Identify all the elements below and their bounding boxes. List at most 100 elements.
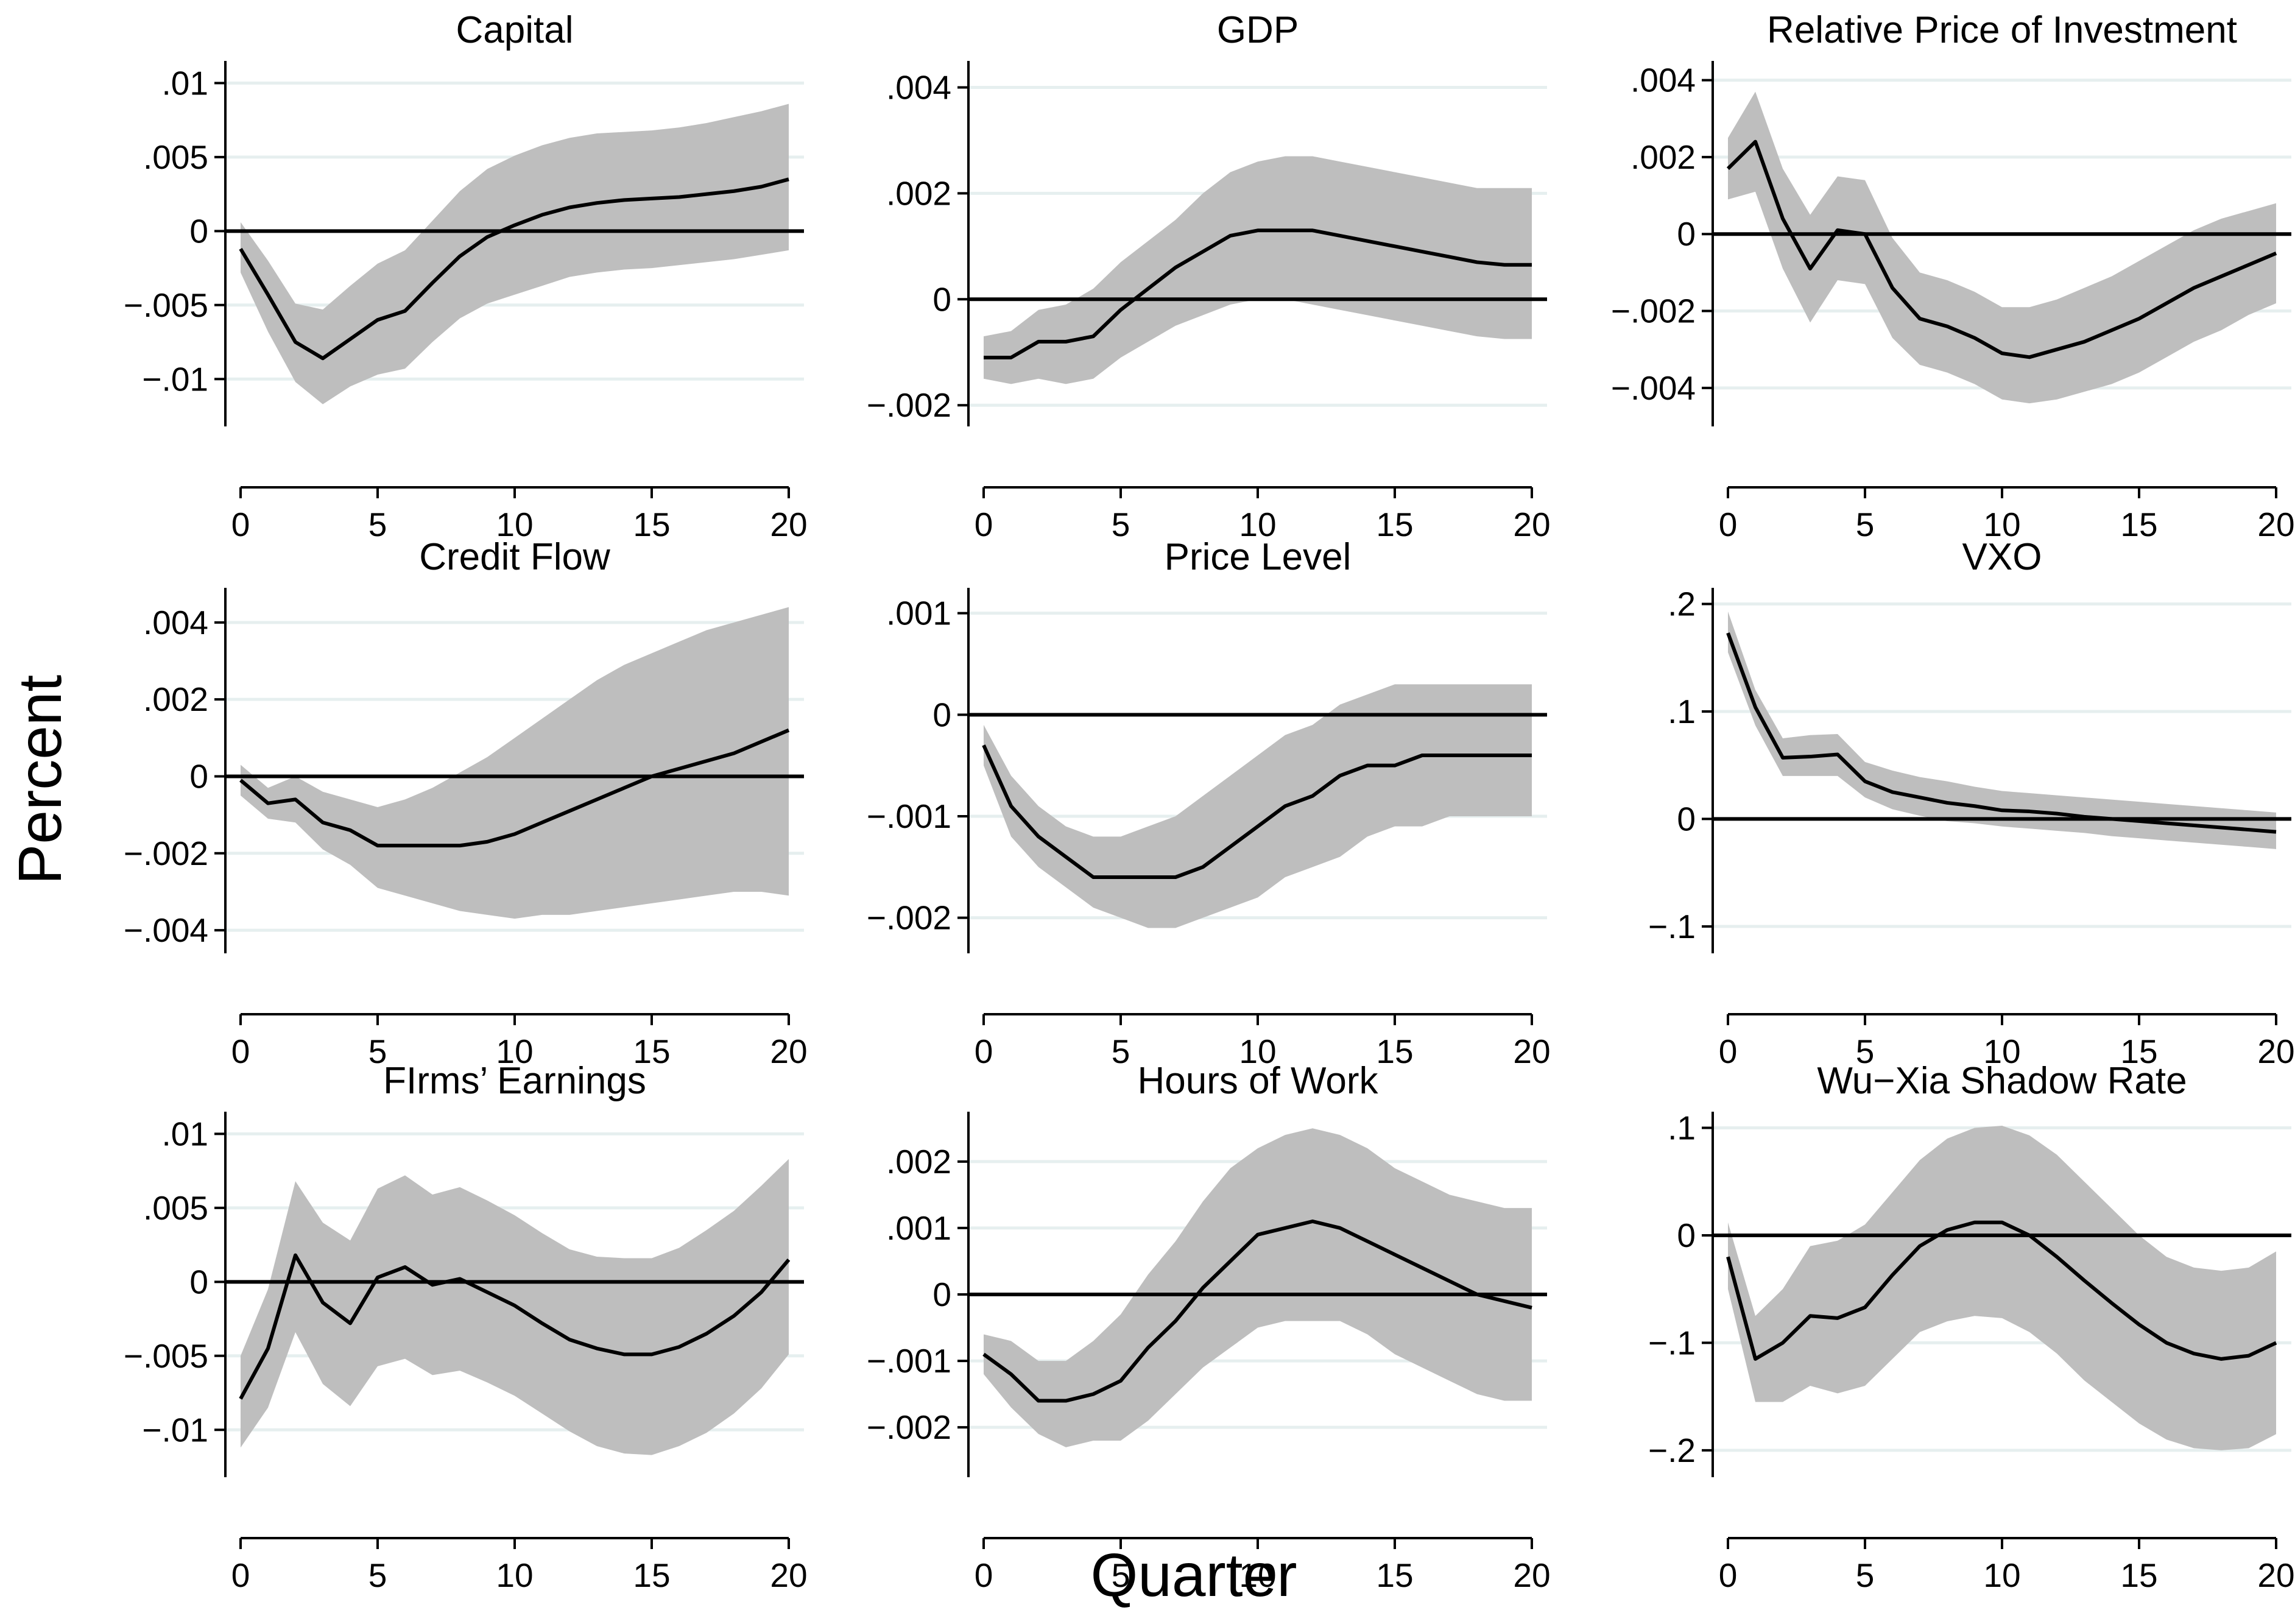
y-tick-label: .002 [886, 174, 951, 212]
panel-relative-price-of-investment: Relative Price of Investment .004 .002 0 −.0… [1611, 9, 2295, 543]
confidence-band [984, 684, 1532, 928]
panel-price-level: Price Level .001 0 −.001 −.002 0 5 10 15 20 [867, 536, 1551, 1070]
panel-credit-flow: Credit Flow .004 .002 0 −.002 −.004 0 5 10 15 20 [124, 536, 808, 1070]
panel-title: FIrms’ Earnings [383, 1060, 646, 1102]
x-tick-label: 10 [1983, 1033, 2020, 1070]
x-tick-label: 10 [1983, 506, 2020, 543]
x-tick-label: 15 [1376, 506, 1413, 543]
x-tick-label: 0 [1719, 1033, 1738, 1070]
x-tick-label: 5 [1112, 506, 1130, 543]
y-tick-label: .001 [886, 1209, 951, 1247]
x-tick-label: 0 [1719, 506, 1738, 543]
y-tick-label: .005 [143, 138, 208, 176]
response-line [982, 1220, 1532, 1403]
y-tick-label: −.002 [867, 899, 951, 937]
panel-gdp: GDP .004 .002 0 −.002 0 5 10 15 20 [867, 9, 1551, 543]
panel-wu-xia-shadow-rate: Wu−Xia Shadow Rate .1 0 −.1 −.2 0 5 10 15 20 [1648, 1060, 2295, 1594]
y-tick-label: .002 [143, 680, 208, 718]
panel-capital: Capital .01 .005 0 −.005 −.01 0 5 10 15 20 [124, 9, 808, 543]
y-tick-label: −.1 [1648, 1324, 1696, 1361]
x-tick-label: 15 [633, 1033, 670, 1070]
x-tick-label: 5 [1856, 1033, 1875, 1070]
panel-title: GDP [1217, 9, 1299, 51]
panel-title: Hours of Work [1137, 1060, 1378, 1102]
x-tick-label: 0 [975, 506, 993, 543]
y-tick-label: .2 [1668, 585, 1696, 623]
y-tick-label: .004 [1630, 62, 1696, 99]
y-tick-label: .01 [162, 64, 208, 102]
response-line [1726, 1220, 2277, 1361]
y-tick-label: 0 [932, 280, 951, 318]
y-axis-label: Percent [6, 674, 74, 884]
x-tick-label: 10 [1983, 1556, 2020, 1594]
y-tick-label: −.01 [142, 1411, 208, 1449]
x-tick-label: 10 [496, 1556, 533, 1594]
response-line [1726, 139, 2277, 359]
response-line [239, 1253, 791, 1400]
x-tick-label: 15 [633, 1556, 670, 1594]
panel-grid: Capital .01 .005 0 −.005 −.01 0 5 10 15 20 GDP .004.… [124, 9, 2295, 1594]
x-tick-label: 0 [975, 1556, 993, 1594]
x-tick-label: 20 [2257, 1556, 2294, 1594]
x-tick-label: 5 [1112, 1556, 1130, 1594]
y-tick-label: 0 [932, 696, 951, 733]
x-tick-label: 15 [2120, 506, 2157, 543]
x-tick-label: 20 [2257, 506, 2294, 543]
y-tick-label: .004 [143, 604, 208, 641]
y-tick-label: 0 [932, 1276, 951, 1313]
response-line [1726, 632, 2277, 834]
y-tick-label: .1 [1668, 1109, 1696, 1146]
y-tick-label: 0 [1677, 1216, 1696, 1254]
x-tick-label: 15 [1376, 1556, 1413, 1594]
x-tick-label: 10 [496, 506, 533, 543]
panel-vxo: VXO .2 .1 0 −.1 0 5 10 15 20 [1648, 536, 2295, 1070]
panel-hours-of-work: Hours of Work .002 .001 0 −.001 −.002 0 5 10 15 20 [867, 1060, 1551, 1594]
x-tick-label: 20 [770, 506, 807, 543]
x-tick-label: 10 [1239, 1033, 1276, 1070]
confidence-band [241, 607, 789, 919]
panel-title: Relative Price of Investment [1767, 9, 2237, 51]
y-tick-label: 0 [1677, 215, 1696, 253]
x-tick-label: 15 [633, 506, 670, 543]
x-tick-label: 0 [975, 1033, 993, 1070]
y-tick-label: .002 [886, 1143, 951, 1181]
x-tick-label: 15 [1376, 1033, 1413, 1070]
y-tick-label: −.004 [1611, 369, 1696, 407]
x-tick-label: 20 [1513, 1033, 1550, 1070]
response-line [239, 177, 789, 361]
y-tick-label: −.005 [124, 286, 208, 324]
y-tick-label: 0 [189, 1263, 208, 1301]
y-tick-label: −.01 [142, 360, 208, 398]
x-tick-label: 5 [1856, 1556, 1875, 1594]
confidence-band [241, 104, 789, 404]
x-tick-label: 0 [231, 1033, 250, 1070]
response-line [239, 728, 790, 848]
y-tick-label: −.002 [124, 835, 208, 872]
x-tick-label: 5 [1856, 506, 1875, 543]
panel-title: Credit Flow [419, 536, 610, 578]
y-tick-label: −.002 [867, 1408, 951, 1446]
response-line [984, 228, 1532, 359]
y-tick-label: .005 [143, 1189, 208, 1227]
x-tick-label: 15 [2120, 1033, 2157, 1070]
confidence-band [1728, 1125, 2276, 1450]
x-tick-label: 20 [1513, 506, 1550, 543]
y-tick-label: .001 [886, 595, 951, 632]
panel-firms-earnings: FIrms’ Earnings .01 .005 0 −.005 −.01 0 5 10 15 20 [124, 1060, 808, 1594]
y-tick-label: .004 [886, 68, 951, 106]
y-tick-label: 0 [1677, 800, 1696, 838]
response-line [982, 744, 1532, 879]
y-tick-label: .002 [1630, 138, 1696, 176]
confidence-band [1728, 91, 2276, 404]
x-tick-label: 20 [770, 1556, 807, 1594]
y-tick-label: −.002 [867, 386, 951, 424]
panel-title: VXO [1962, 536, 2042, 578]
confidence-band [984, 156, 1532, 384]
panel-title: Price Level [1165, 536, 1352, 578]
y-tick-label: −.004 [124, 911, 208, 949]
x-tick-label: 0 [1719, 1556, 1738, 1594]
x-tick-label: 5 [1112, 1033, 1130, 1070]
y-tick-label: 0 [189, 757, 208, 795]
confidence-band [1728, 611, 2276, 849]
